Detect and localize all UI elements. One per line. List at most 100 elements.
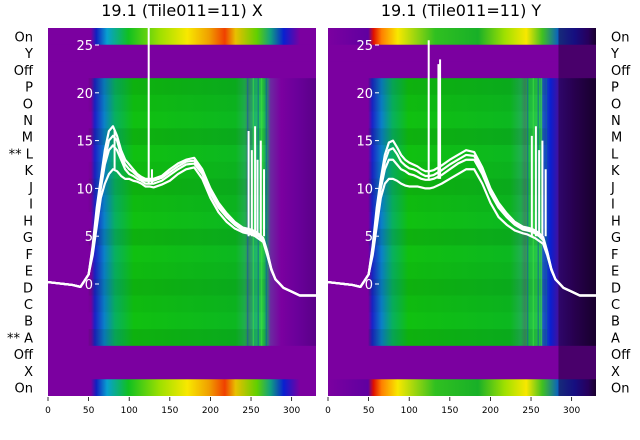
heatmap-stripe: [265, 78, 268, 346]
heatmap-row-shade: [88, 262, 268, 279]
heatmap-row-shade: [368, 78, 548, 95]
heatmap-row: [328, 312, 596, 330]
row-label: C: [611, 298, 620, 313]
x-tick-label: 200: [482, 406, 499, 416]
row-label: N: [23, 114, 33, 129]
heatmap-row: [328, 329, 596, 347]
row-label: Y: [24, 47, 33, 62]
row-label: C: [24, 298, 33, 313]
heatmap-row: [48, 379, 316, 396]
row-label: Off: [14, 348, 34, 363]
heatmap-row: [48, 295, 316, 313]
heatmap-row: [328, 94, 596, 113]
row-label: F: [611, 248, 618, 263]
heatmap-stripe: [532, 78, 535, 346]
right-series-lines: [328, 139, 596, 297]
heatmap-row-shade: [88, 94, 268, 112]
heatmap-row-shade: [88, 195, 268, 212]
x-tick-label: 50: [83, 406, 95, 416]
row-label: E: [611, 265, 619, 280]
y-tick-label: 0: [85, 278, 93, 293]
heatmap-row: [48, 329, 316, 347]
heatmap-row: [328, 262, 596, 280]
row-label: P: [611, 81, 619, 96]
x-tick-label: 300: [563, 406, 580, 416]
x-tick-label: 50: [363, 406, 375, 416]
row-label: On: [15, 30, 33, 45]
heatmap-row: [328, 362, 596, 380]
row-label: On: [15, 382, 33, 397]
y-tick-label: 10: [356, 182, 373, 197]
heatmap-row-shade: [368, 329, 548, 346]
heatmap-row: [48, 262, 316, 280]
row-label: J: [610, 181, 615, 196]
row-label: F: [26, 248, 33, 263]
heatmap-row: [328, 28, 596, 46]
heatmap-row-shade: [88, 178, 268, 196]
heatmap-row-shade: [88, 128, 268, 146]
row-label: ** L: [9, 147, 34, 162]
x-tick-label: 0: [325, 406, 331, 416]
row-label: X: [24, 365, 33, 380]
heatmap-row-shade: [368, 195, 548, 212]
heatmap-row: [48, 111, 316, 129]
heatmap-row-shade: [88, 78, 268, 95]
heatmap-row: [328, 295, 596, 313]
x-tick-label: 150: [161, 406, 178, 416]
row-label: O: [23, 97, 33, 112]
y-tick-label: 15: [76, 135, 93, 150]
heatmap-row-shade: [368, 262, 548, 279]
x-tick-label: 250: [242, 406, 259, 416]
row-label: G: [611, 231, 621, 246]
row-label: D: [23, 281, 33, 296]
heatmap-row: [328, 278, 596, 297]
left-x-axis: 0 50 100 150 200 250 300: [45, 397, 300, 416]
row-label: N: [611, 114, 621, 129]
x-tick-label: 200: [202, 406, 219, 416]
heatmap-row-shade: [368, 94, 548, 112]
x-tick-label: 150: [441, 406, 458, 416]
heatmap-row-shade: [88, 228, 268, 246]
heatmap-row: [48, 44, 316, 63]
heatmap-row: [48, 362, 316, 380]
y-tick-label: 5: [85, 230, 93, 245]
row-label: B: [611, 315, 620, 330]
heatmap-row-shade: [368, 178, 548, 196]
heatmap-row: [328, 345, 596, 364]
row-label: M: [611, 131, 622, 146]
row-label: O: [611, 97, 621, 112]
row-label: On: [611, 382, 629, 397]
left-chart-title: 19.1 (Tile011=11) X: [101, 1, 263, 20]
row-label: P: [25, 81, 33, 96]
row-label: X: [611, 365, 620, 380]
series-line: [328, 147, 596, 297]
right-x-axis: 0 50 100 150 200 250 300: [325, 397, 580, 416]
x-tick-label: 100: [401, 406, 418, 416]
heatmap-row-shade: [368, 295, 548, 313]
row-label: Off: [611, 64, 631, 79]
left-series-lines: [48, 125, 316, 297]
left-heatmap: [48, 28, 316, 396]
heatmap-row: [48, 345, 316, 364]
heatmap-row: [328, 379, 596, 396]
row-label: K: [611, 164, 620, 179]
row-label: Y: [610, 47, 619, 62]
y-tick-label: 0: [365, 278, 373, 293]
row-label: Off: [14, 64, 34, 79]
heatmap-row: [328, 78, 596, 96]
heatmap-row-shade: [368, 128, 548, 146]
row-label: A: [611, 331, 620, 346]
row-label: L: [611, 147, 619, 162]
heatmap-row-shade: [88, 295, 268, 313]
x-tick-label: 100: [121, 406, 138, 416]
heatmap-row: [328, 44, 596, 63]
row-label: K: [24, 164, 33, 179]
row-label: E: [25, 265, 33, 280]
heatmap-dark-edge: [558, 28, 596, 396]
right-plot-area: 0 5 10 15 20 25: [328, 28, 596, 396]
row-label: I: [29, 198, 33, 213]
row-label: G: [23, 231, 33, 246]
